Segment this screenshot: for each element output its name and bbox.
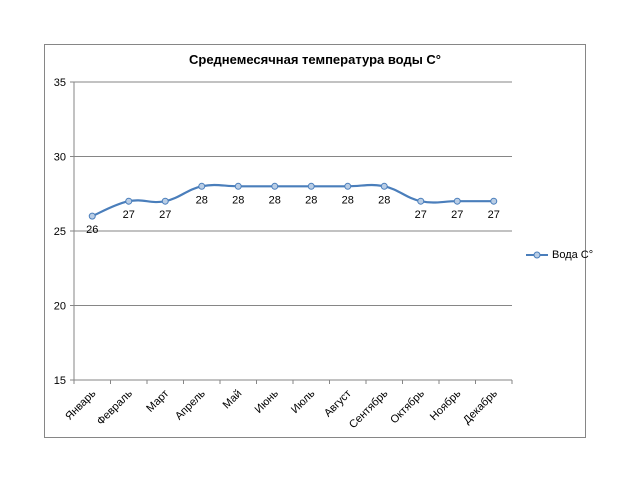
y-tick-label: 25 (54, 226, 66, 238)
chart-title: Среднемесячная температура воды С° (188, 52, 441, 67)
data-label: 28 (232, 194, 244, 206)
y-tick-label: 35 (54, 77, 66, 89)
legend-label: Вода С° (552, 249, 594, 261)
data-label: 27 (415, 209, 427, 221)
data-labels: 26 27 27 28 28 28 28 28 28 27 27 27 (86, 194, 500, 236)
x-tick-label: Июль (289, 387, 318, 416)
x-tick-label: Март (144, 388, 171, 415)
data-label: 27 (451, 209, 463, 221)
y-tick-label: 30 (54, 152, 66, 164)
x-tick-label: Июнь (253, 387, 281, 415)
data-point (234, 182, 242, 190)
data-point (380, 182, 388, 190)
x-tick-label: Ноябрь (428, 387, 464, 423)
data-label: 28 (269, 194, 281, 206)
y-tick-label: 20 (54, 301, 66, 313)
data-point (125, 197, 133, 205)
legend-marker-icon (526, 251, 548, 259)
series-markers (88, 182, 498, 220)
data-label: 27 (123, 209, 135, 221)
data-point (88, 212, 96, 220)
data-point (453, 197, 461, 205)
x-tick-label: Апрель (173, 387, 208, 422)
x-tick-label: Сентябрь (347, 387, 391, 431)
data-point (490, 197, 498, 205)
data-label: 28 (196, 194, 208, 206)
data-point (307, 182, 315, 190)
y-axis-ticks: 15 20 25 30 35 (54, 77, 74, 387)
gridlines (74, 81, 512, 381)
data-label: 28 (342, 194, 354, 206)
data-label: 27 (159, 209, 171, 221)
data-label: 26 (86, 224, 98, 236)
data-point (271, 182, 279, 190)
data-label: 28 (305, 194, 317, 206)
data-point (161, 197, 169, 205)
data-label: 28 (378, 194, 390, 206)
x-tick-label: Октябрь (388, 387, 427, 426)
legend: Вода С° (526, 249, 593, 261)
x-tick-label: Февраль (95, 387, 135, 427)
series-line (91, 183, 494, 218)
data-point (198, 182, 206, 190)
x-tick-label: Декабрь (461, 387, 500, 426)
x-tick-label: Май (221, 388, 245, 412)
data-label: 27 (488, 209, 500, 221)
x-tick-label: Август (322, 388, 354, 420)
chart-frame (44, 44, 586, 438)
data-point (417, 197, 425, 205)
x-tick-label: Январь (63, 387, 98, 422)
y-tick-label: 15 (54, 375, 66, 387)
data-point (344, 182, 352, 190)
